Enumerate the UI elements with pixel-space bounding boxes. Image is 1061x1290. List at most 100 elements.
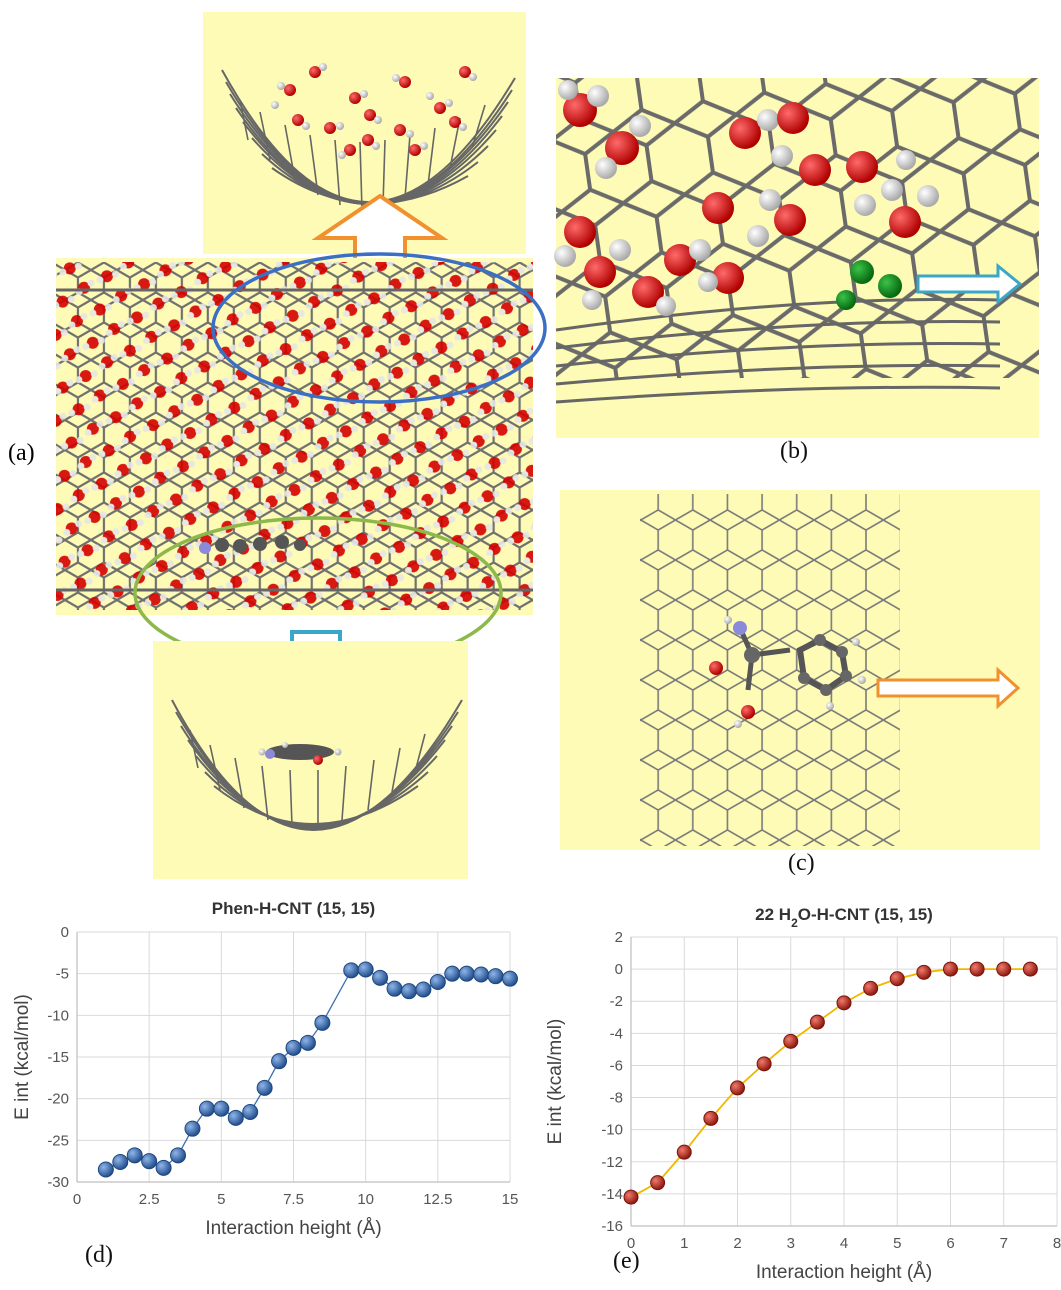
y-tick-label: -5	[56, 966, 69, 983]
data-point	[996, 961, 1012, 977]
molecular-illustrations: (a)	[8, 12, 1040, 879]
y-tick-label: -30	[47, 1174, 69, 1191]
x-axis-label: Interaction height (Å)	[756, 1262, 932, 1283]
chart-e: 22 H2O-H-CNT (15, 15) 2 0 -2 -4 -6 -8 -10 -12 -14…	[545, 905, 1061, 1283]
panel-label-e: (e)	[613, 1248, 640, 1274]
arrow-right-cyan	[916, 262, 1023, 306]
data-point	[299, 1034, 316, 1051]
x-tick-label: 5	[893, 1235, 901, 1252]
data-point	[170, 1147, 187, 1164]
data-point	[415, 981, 432, 998]
data-point	[730, 1080, 745, 1096]
data-point	[155, 1159, 172, 1176]
y-tick-label: -10	[47, 1007, 69, 1024]
panel-c-phen-top-view	[560, 490, 1040, 850]
y-tick-label: -16	[601, 1218, 623, 1235]
data-point	[285, 1039, 302, 1056]
y-tick-label: -12	[601, 1154, 623, 1171]
series-line	[105, 968, 511, 1171]
y-tick-label: -2	[610, 993, 623, 1010]
data-point	[141, 1153, 158, 1170]
x-tick-label: 3	[787, 1235, 795, 1252]
data-point	[502, 970, 518, 987]
data-point	[400, 983, 417, 1000]
y-tick-label: -14	[601, 1186, 623, 1203]
x-tick-label: 5	[217, 1191, 225, 1208]
x-tick-label: 1	[680, 1235, 688, 1252]
data-point	[969, 961, 985, 977]
data-point	[271, 1053, 288, 1070]
inset-bottom-phen	[153, 641, 468, 879]
data-point	[227, 1109, 244, 1126]
data-point	[473, 966, 490, 983]
data-point	[429, 974, 446, 990]
x-tick-label: 10	[357, 1191, 374, 1208]
series-line	[630, 968, 1031, 1198]
x-tick-label: 2	[733, 1235, 741, 1252]
x-tick-label: 8	[1053, 1235, 1061, 1252]
data-point	[809, 1014, 825, 1030]
y-tick-label: -10	[601, 1122, 623, 1139]
y-tick-label: -4	[610, 1025, 623, 1042]
data-point	[863, 980, 879, 996]
panel-a-cnt-main	[56, 252, 547, 670]
ellipse-blue	[211, 252, 547, 404]
x-tick-label: 12.5	[423, 1191, 452, 1208]
x-tick-label: 0	[627, 1235, 635, 1252]
y-tick-label: -20	[47, 1091, 69, 1108]
x-tick-label: 4	[840, 1235, 848, 1252]
data-point	[386, 980, 403, 997]
x-tick-label: 0	[73, 1191, 81, 1208]
label-b: (b)	[780, 438, 808, 464]
data-point	[756, 1056, 772, 1072]
data-point	[458, 965, 475, 982]
y-tick-label: -25	[47, 1132, 69, 1149]
data-point	[97, 1161, 114, 1178]
data-point	[314, 1014, 331, 1031]
data-point	[916, 964, 932, 980]
data-point	[112, 1154, 129, 1170]
chart-title: Phen-H-CNT (15, 15)	[212, 899, 375, 918]
y-tick-label: 0	[61, 924, 69, 941]
x-tick-label: 15	[502, 1191, 519, 1208]
panel-label-d: (d)	[85, 1242, 113, 1268]
x-tick-label: 6	[946, 1235, 954, 1252]
data-point	[444, 965, 461, 982]
data-point	[703, 1110, 719, 1126]
data-point	[357, 961, 374, 978]
y-tick-label: 2	[615, 929, 623, 946]
data-point	[943, 961, 958, 977]
data-point	[184, 1120, 201, 1137]
data-point	[256, 1079, 273, 1096]
y-tick-label: -6	[610, 1057, 623, 1074]
arrow-right-orange	[876, 666, 1021, 710]
data-point	[889, 971, 905, 987]
data-point	[676, 1144, 692, 1160]
y-tick-label: -8	[610, 1090, 623, 1107]
data-point	[623, 1189, 639, 1205]
data-point	[126, 1147, 143, 1164]
y-tick-label: 0	[615, 961, 623, 978]
y-axis-label: E int (kcal/mol)	[12, 994, 33, 1120]
data-point	[198, 1100, 215, 1117]
x-tick-label: 7.5	[283, 1191, 304, 1208]
label-a: (a)	[8, 440, 35, 466]
data-point	[343, 962, 360, 979]
x-tick-label: 2.5	[139, 1191, 160, 1208]
y-tick-label: -15	[47, 1049, 69, 1066]
panel-b-zoom-water	[554, 78, 1039, 438]
data-point	[1022, 961, 1038, 977]
x-tick-label: 7	[1000, 1235, 1008, 1252]
chart-d: Phen-H-CNT (15, 15)0-5-10-15-20-25-300 2.…	[12, 899, 519, 1268]
x-axis-label: Interaction height (Å)	[205, 1218, 381, 1239]
data-point	[783, 1033, 799, 1049]
y-axis-label: E int (kcal/mol)	[545, 1019, 566, 1145]
data-point	[242, 1104, 259, 1120]
data-point	[213, 1100, 230, 1117]
data-point	[650, 1175, 666, 1191]
phenylalanine-molecule	[199, 535, 306, 554]
data-point	[487, 968, 504, 985]
data-point	[372, 969, 389, 986]
chart-title: 22 H2O-H-CNT (15, 15)	[755, 905, 933, 930]
data-point	[836, 995, 852, 1011]
